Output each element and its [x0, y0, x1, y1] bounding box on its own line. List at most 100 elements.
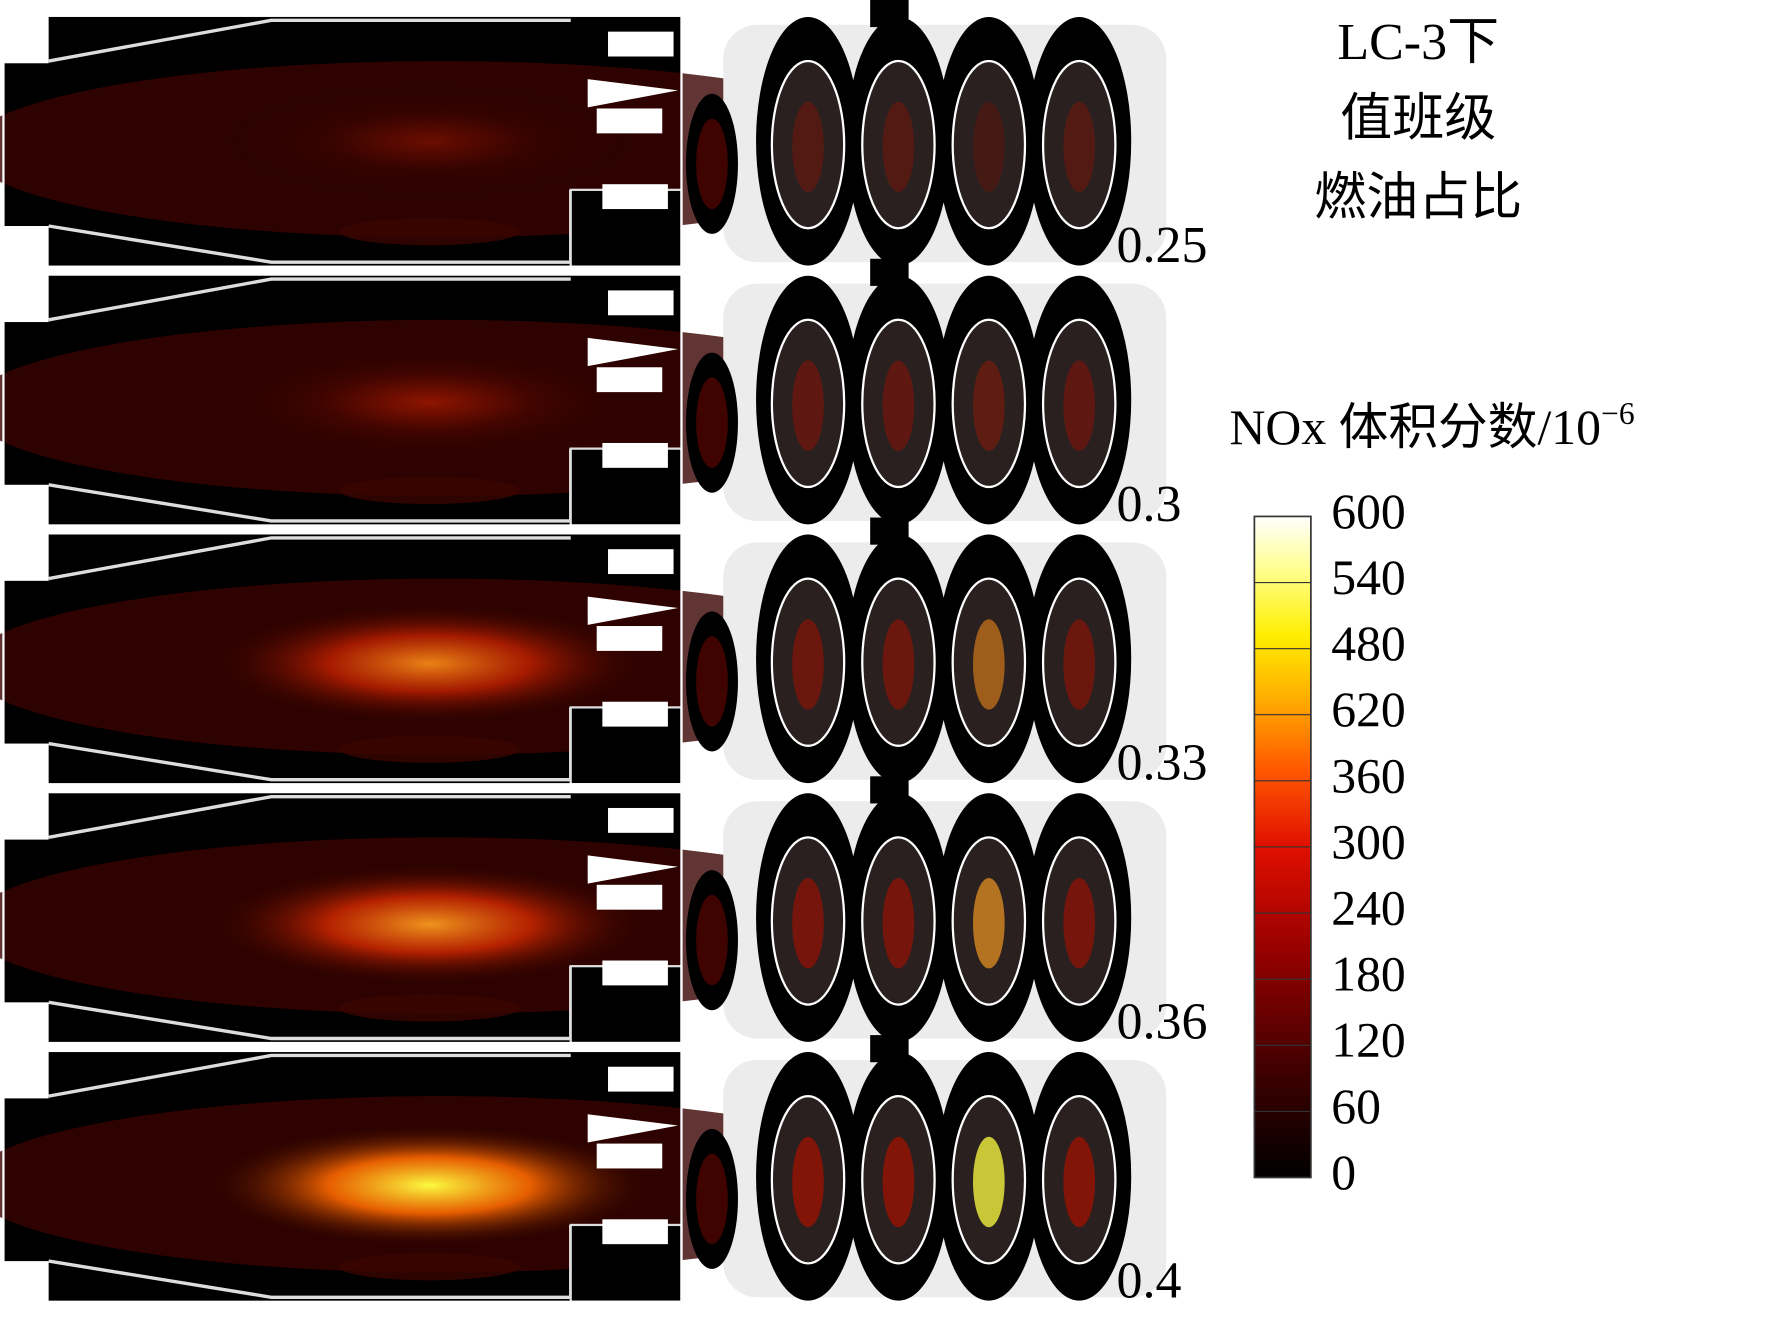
- section-inner: [1041, 318, 1117, 489]
- colorbar-tick-label: 120: [1331, 1013, 1406, 1068]
- frame: [2, 14, 683, 268]
- title-line: 燃油占比: [1314, 170, 1522, 227]
- nozzle: [608, 807, 674, 833]
- swirler: [587, 855, 679, 884]
- section-glow: [973, 101, 1005, 193]
- ratio-label: 0.36: [1117, 993, 1208, 1050]
- section-small-glow: [696, 118, 728, 210]
- colorbar-tick-label: 480: [1331, 616, 1406, 671]
- nozzle: [608, 549, 674, 575]
- flame-core: [203, 340, 656, 465]
- section-glow: [1063, 101, 1096, 193]
- title-line: LC-3下: [1337, 14, 1499, 71]
- colorbar-tick-label: 360: [1331, 748, 1406, 803]
- nozzle: [602, 184, 668, 210]
- swirler: [587, 337, 679, 367]
- section-glow: [1063, 360, 1096, 451]
- colorbar-tick-label: 620: [1331, 682, 1406, 737]
- liner-top: [48, 18, 571, 63]
- colorbar-tick-label: 180: [1331, 947, 1406, 1002]
- section-glow: [792, 878, 824, 969]
- colorbar-tick-label: 600: [1331, 484, 1406, 539]
- nozzle: [596, 367, 663, 393]
- panels: 0.25 0.3 0.33 0.36 0.4: [0, 0, 1207, 1309]
- nozzle: [602, 1219, 668, 1245]
- section-glow: [882, 101, 915, 193]
- section-small-glow: [696, 377, 728, 468]
- section-glow: [792, 101, 824, 193]
- ratio-label: 0.33: [1117, 735, 1208, 792]
- colorbar-title-sup: −6: [1601, 396, 1635, 431]
- flame-lower: [339, 1253, 520, 1281]
- section-glow: [973, 878, 1005, 969]
- swirler: [587, 1114, 679, 1143]
- section-inner: [861, 59, 936, 230]
- liner-top: [48, 536, 571, 581]
- frame: [2, 1049, 683, 1303]
- frame: [2, 273, 683, 527]
- section-inner: [951, 59, 1027, 230]
- colorbar-tick-label: 540: [1331, 550, 1406, 605]
- section-glow: [1063, 619, 1096, 710]
- section-glow: [973, 1136, 1005, 1228]
- flame-core: [203, 862, 656, 987]
- nozzle: [596, 884, 663, 910]
- nozzle: [608, 1066, 674, 1092]
- nozzle: [596, 108, 663, 134]
- panel: 0.25: [0, 0, 1207, 274]
- liner-top: [48, 794, 571, 840]
- section-small-glow: [696, 894, 728, 986]
- colorbar-tick-label: 240: [1331, 880, 1406, 935]
- flame-core: [203, 1123, 656, 1248]
- nozzle: [602, 442, 668, 468]
- section-glow: [792, 360, 824, 451]
- flame-core: [203, 601, 656, 726]
- ratio-label: 0.4: [1117, 1252, 1182, 1309]
- nozzle: [596, 1143, 663, 1169]
- ratio-label: 0.3: [1117, 476, 1182, 533]
- section-small-glow: [696, 1153, 728, 1245]
- flame-lower: [339, 994, 520, 1022]
- nozzle: [608, 290, 674, 316]
- flame-core: [203, 79, 656, 204]
- panel: 0.4: [0, 1035, 1182, 1309]
- section-inner: [1041, 59, 1117, 230]
- flame-lower: [339, 735, 520, 763]
- section-glow: [792, 1136, 824, 1228]
- swirler: [587, 79, 679, 108]
- section-glow: [882, 878, 915, 969]
- swirler: [587, 596, 679, 625]
- flame-lower: [339, 476, 520, 504]
- nozzle: [596, 626, 663, 651]
- colorbar-tick-label: 0: [1331, 1145, 1356, 1200]
- section-small-glow: [696, 636, 728, 727]
- nozzle: [608, 31, 674, 57]
- liner-top: [48, 1053, 571, 1098]
- flame-lower: [339, 218, 520, 246]
- section-inner: [770, 318, 846, 489]
- liner-top: [48, 277, 571, 322]
- section-glow: [973, 619, 1005, 710]
- section-inner: [861, 318, 936, 489]
- title-line: 值班级: [1340, 91, 1496, 148]
- section-glow: [1063, 878, 1096, 969]
- colorbar-title: NOx 体积分数/10−6: [1230, 396, 1635, 455]
- section-inner: [770, 59, 846, 230]
- colorbar-tick-label: 300: [1331, 814, 1406, 869]
- section-inner: [951, 318, 1027, 489]
- frame: [2, 532, 683, 786]
- frame: [2, 791, 683, 1045]
- section-glow: [882, 360, 915, 451]
- colorbar-title-text: NOx 体积分数/10: [1230, 400, 1602, 455]
- nozzle: [602, 960, 668, 986]
- section-glow: [1063, 1136, 1096, 1228]
- panel: 0.36: [0, 776, 1207, 1050]
- section-glow: [882, 1136, 915, 1228]
- colorbar-tick-label: 60: [1331, 1079, 1381, 1134]
- nozzle: [602, 701, 668, 727]
- section-glow: [882, 619, 915, 710]
- section-glow: [792, 619, 824, 710]
